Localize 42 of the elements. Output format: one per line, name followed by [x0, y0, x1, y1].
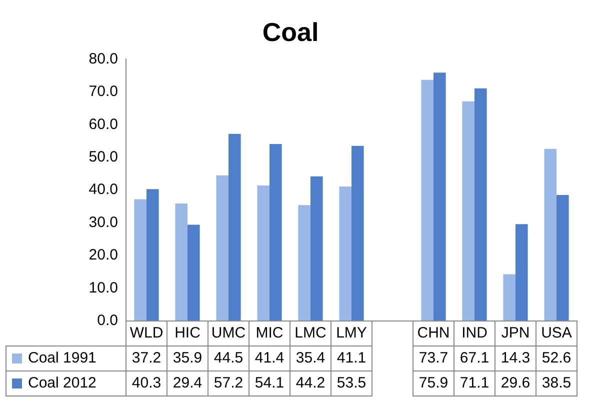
data-label: 35.9: [172, 350, 202, 367]
legend-label: Coal 2012: [28, 374, 96, 392]
data-label: 71.1: [460, 374, 490, 392]
y-tick-label: 60.0: [88, 116, 118, 133]
x-tick-label: CHN: [417, 324, 450, 342]
x-tick-label: IND: [462, 324, 488, 342]
data-label: 41.4: [254, 350, 284, 367]
data-label: 67.1: [460, 350, 490, 367]
data-label: 57.2: [214, 374, 244, 392]
data-label: 75.9: [418, 374, 448, 392]
y-tick-label: 0.0: [97, 312, 118, 330]
data-label: 53.5: [336, 374, 366, 392]
chart-title: Coal: [262, 16, 319, 47]
x-tick-label: USA: [541, 324, 572, 342]
x-tick-label: LMC: [294, 324, 326, 342]
x-tick-label: JPN: [501, 324, 530, 342]
data-label: 29.6: [500, 374, 530, 392]
data-label: 29.4: [172, 374, 202, 392]
data-label: 44.2: [296, 374, 326, 392]
x-tick-label: HIC: [174, 324, 201, 342]
x-tick-label: MIC: [256, 324, 284, 342]
data-label: 38.5: [542, 374, 572, 392]
data-label: 52.6: [542, 350, 572, 367]
y-tick-label: 30.0: [88, 214, 118, 231]
data-label: 44.5: [214, 350, 244, 367]
x-tick-label: LMY: [336, 324, 367, 342]
y-tick-label: 20.0: [88, 246, 118, 264]
y-tick-label: 10.0: [88, 279, 118, 296]
x-tick-label: UMC: [211, 324, 246, 342]
y-tick-label: 40.0: [88, 181, 118, 198]
data-label: 37.2: [132, 350, 162, 367]
y-tick-label: 80.0: [88, 50, 118, 68]
y-tick-label: 70.0: [88, 83, 118, 100]
x-tick-label: WLD: [130, 324, 164, 342]
data-label: 41.1: [336, 350, 366, 367]
data-label: 73.7: [418, 350, 448, 367]
data-label: 40.3: [132, 374, 162, 392]
y-tick-label: 50.0: [88, 148, 118, 166]
data-label: 35.4: [296, 350, 326, 367]
data-label: 14.3: [500, 350, 530, 367]
legend-label: Coal 1991: [28, 350, 96, 367]
data-label: 54.1: [254, 374, 284, 392]
